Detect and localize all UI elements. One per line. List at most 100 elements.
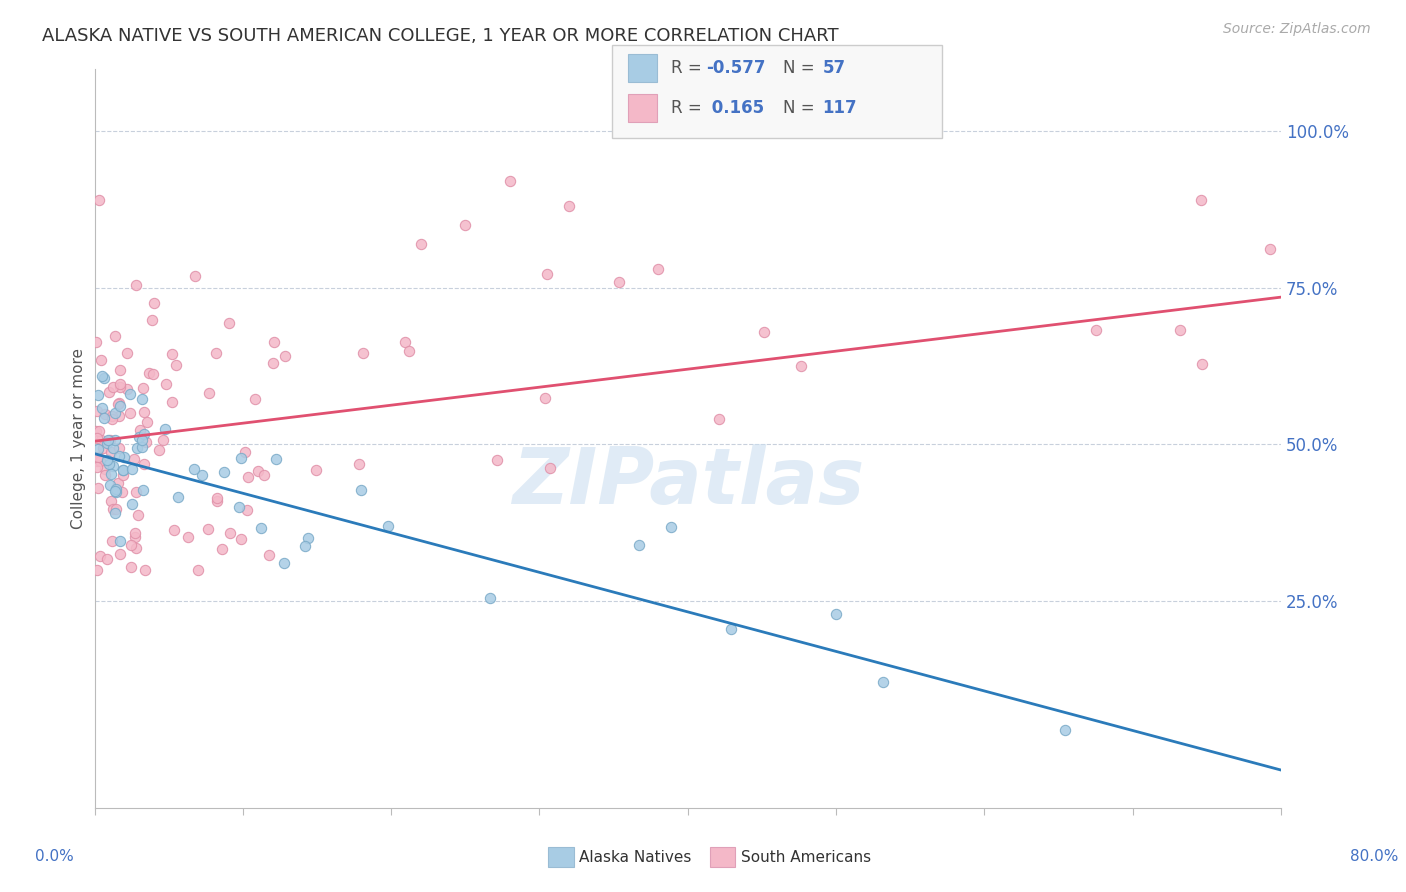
Point — [257, 548, 280, 562]
Point — [86, 459, 108, 474]
Text: N =: N = — [783, 99, 820, 117]
Point — [352, 346, 374, 360]
Point — [238, 470, 260, 484]
Text: 0.0%: 0.0% — [35, 849, 75, 863]
Point — [134, 427, 156, 442]
Point — [394, 335, 416, 350]
Point — [84, 334, 107, 349]
Point — [274, 349, 297, 363]
Point — [86, 432, 108, 446]
Point — [273, 556, 295, 570]
Point — [93, 411, 115, 425]
Point — [138, 366, 160, 380]
Point — [647, 262, 669, 277]
Point — [98, 458, 121, 472]
Point — [86, 563, 108, 577]
Point — [872, 675, 894, 690]
Point — [184, 269, 207, 284]
Point — [97, 433, 120, 447]
Point — [183, 462, 205, 476]
Point — [132, 381, 155, 395]
Point — [98, 385, 121, 400]
Point — [100, 467, 122, 481]
Point — [162, 395, 184, 409]
Text: 117: 117 — [823, 99, 858, 117]
Point — [211, 542, 233, 557]
Point — [187, 563, 209, 577]
Point — [628, 538, 651, 552]
Point — [609, 275, 631, 289]
Point — [101, 534, 124, 549]
Point — [94, 462, 117, 476]
Point — [790, 359, 813, 373]
Point — [91, 401, 114, 415]
Point — [101, 409, 124, 424]
Point — [1260, 242, 1282, 256]
Text: 57: 57 — [823, 59, 845, 77]
Point — [132, 405, 155, 419]
Point — [121, 462, 143, 476]
Point — [104, 328, 127, 343]
Point — [262, 356, 284, 370]
Point — [205, 346, 228, 360]
Point — [177, 530, 200, 544]
Point — [205, 491, 228, 505]
Point — [478, 591, 501, 606]
Point — [90, 352, 112, 367]
Point — [132, 483, 155, 497]
Point — [112, 468, 135, 483]
Point — [231, 532, 253, 546]
Point — [110, 380, 132, 394]
Point — [107, 476, 129, 491]
Point — [131, 434, 153, 448]
Point — [118, 406, 141, 420]
Point — [96, 436, 118, 450]
Point — [377, 518, 399, 533]
Point — [198, 386, 221, 401]
Point — [100, 494, 122, 508]
Point — [87, 193, 110, 207]
Point — [214, 465, 236, 479]
Point — [155, 377, 177, 392]
Point — [96, 552, 118, 566]
Point — [558, 199, 581, 213]
Point — [135, 434, 157, 449]
Point — [101, 502, 124, 516]
Point — [108, 363, 131, 377]
Point — [228, 500, 250, 514]
Point — [104, 506, 127, 520]
Point — [108, 449, 131, 463]
Point — [96, 452, 118, 467]
Point — [152, 433, 174, 447]
Point — [120, 538, 142, 552]
Point — [127, 508, 149, 523]
Point — [87, 388, 110, 402]
Point — [297, 531, 319, 545]
Text: R =: R = — [671, 59, 707, 77]
Point — [536, 268, 558, 282]
Point — [752, 325, 775, 339]
Point — [108, 399, 131, 413]
Point — [398, 343, 420, 358]
Point — [165, 358, 187, 372]
Point — [122, 451, 145, 466]
Text: ZIPatlas: ZIPatlas — [512, 444, 863, 520]
Point — [90, 369, 112, 384]
Point — [347, 457, 370, 471]
Point — [94, 468, 117, 483]
Point — [104, 433, 127, 447]
Point — [90, 433, 112, 447]
Point — [98, 478, 121, 492]
Point — [104, 482, 127, 496]
Point — [100, 411, 122, 425]
Point — [108, 441, 131, 455]
Point — [93, 407, 115, 421]
Point — [235, 503, 257, 517]
Point — [115, 346, 138, 360]
Point — [190, 468, 212, 483]
Point — [243, 392, 266, 406]
Point — [104, 485, 127, 500]
Point — [118, 386, 141, 401]
Point — [86, 442, 108, 456]
Point — [219, 525, 242, 540]
